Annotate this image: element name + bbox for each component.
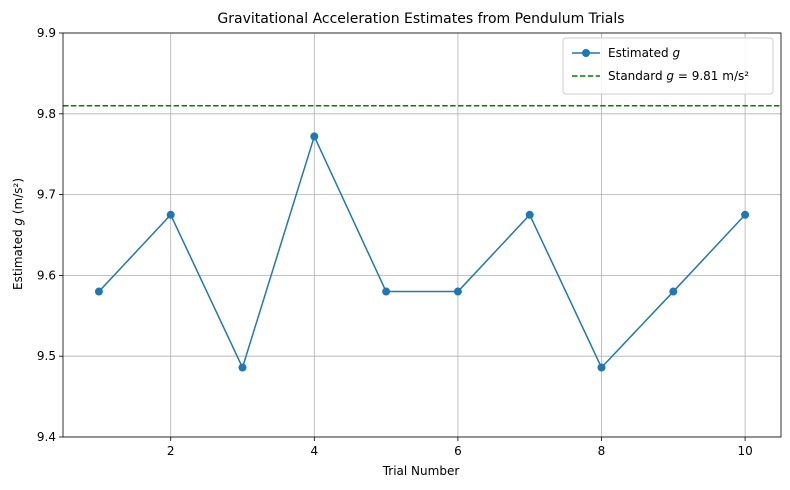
y-axis-label-variable: g (11, 218, 25, 226)
legend-entry-standard-prefix: Standard (608, 69, 666, 83)
y-tick-label: 9.7 (37, 188, 56, 202)
chart-title: Gravitational Acceleration Estimates fro… (217, 11, 624, 27)
y-axis-label: Estimated g (m/s²) (11, 178, 25, 290)
y-tick-label: 9.9 (37, 26, 56, 40)
x-tick-label: 2 (167, 444, 175, 458)
legend-entry-estimated-prefix: Estimated (608, 46, 672, 60)
y-axis-label-suffix: (m/s²) (11, 178, 25, 218)
legend-entry-standard-variable: g (666, 69, 674, 83)
x-tick-label: 4 (310, 444, 318, 458)
x-tick-label: 6 (454, 444, 462, 458)
data-point (741, 210, 750, 219)
y-axis-label-prefix: Estimated (11, 226, 25, 290)
y-tick-label: 9.6 (37, 268, 56, 282)
y-tick-label: 9.5 (37, 349, 56, 363)
y-tick-label: 9.8 (37, 107, 56, 121)
data-point (382, 287, 391, 296)
data-point (94, 287, 103, 296)
data-point (597, 363, 606, 372)
legend-entry-estimated: Estimated g (608, 46, 680, 60)
data-point (453, 287, 462, 296)
legend-box (562, 37, 774, 95)
estimated-g-series-line (98, 135, 746, 369)
legend-entry-standard: Standard g = 9.81 m/s² (608, 69, 749, 83)
legend-series-swatch-marker (582, 49, 590, 57)
legend: Estimated g Standard g = 9.81 m/s² (562, 37, 774, 95)
data-point (525, 210, 534, 219)
y-tick-label: 9.4 (37, 430, 56, 444)
legend-entry-standard-suffix: = 9.81 m/s² (674, 69, 749, 83)
x-tick-label: 10 (737, 444, 752, 458)
series-layer (94, 132, 750, 372)
x-ticks: 2 4 6 8 10 (167, 437, 753, 458)
data-point (669, 287, 678, 296)
data-point (166, 210, 175, 219)
plot-frame (62, 32, 782, 438)
y-ticks: 9.4 9.5 9.6 9.7 9.8 9.9 (37, 26, 63, 444)
x-axis-label: Trial Number (382, 464, 460, 478)
data-point (238, 363, 247, 372)
x-tick-label: 8 (598, 444, 606, 458)
legend-entry-estimated-variable: g (672, 46, 680, 60)
data-point (310, 132, 319, 141)
